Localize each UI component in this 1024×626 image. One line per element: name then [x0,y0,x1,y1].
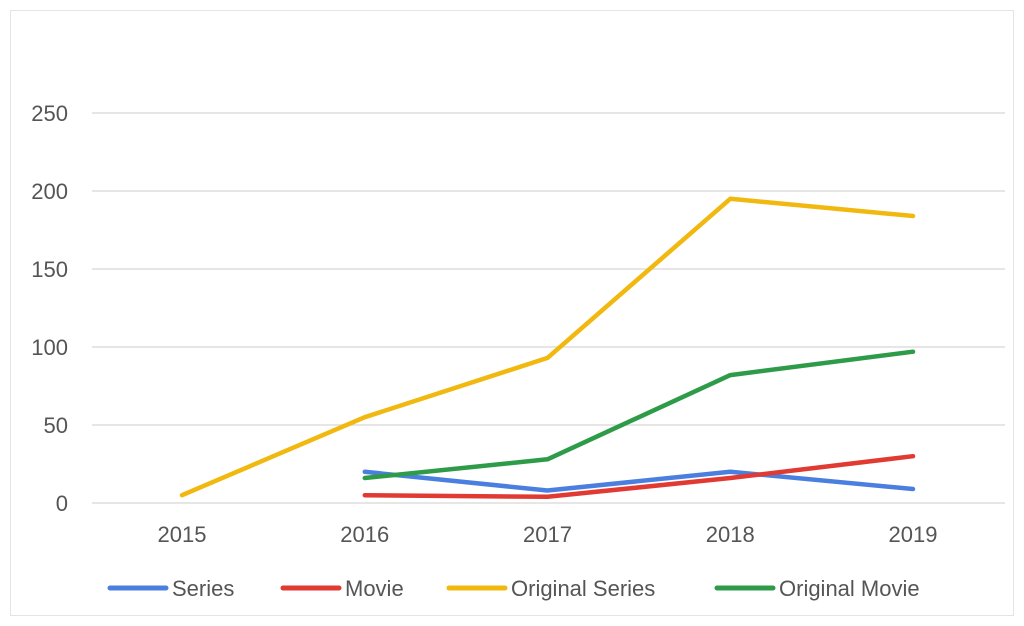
x-tick-label: 2015 [158,522,207,547]
legend-item-original-series: Original Series [446,576,655,601]
y-tick-label: 100 [31,335,68,360]
legend-label: Original Movie [779,576,920,601]
x-tick-label: 2016 [340,522,389,547]
series-line-original-series [179,196,916,498]
y-tick-label: 250 [31,101,68,126]
series-line-series [362,469,916,493]
y-tick-label: 50 [44,413,68,438]
grid-lines [92,112,1005,504]
chart-frame [10,10,1014,616]
x-tick-label: 2019 [889,522,938,547]
x-tick-label: 2017 [523,522,572,547]
legend-label: Series [172,576,234,601]
legend-item-original-movie: Original Movie [714,576,920,601]
legend-label: Original Series [511,576,655,601]
series-line-original-movie [362,349,916,481]
legend-label: Movie [345,576,404,601]
series-lines [179,196,916,500]
series-line-movie [362,453,916,500]
y-axis-ticks: 0 50 100 150 200 250 [31,101,68,516]
y-tick-label: 0 [56,491,68,516]
legend-item-series: Series [107,576,234,601]
y-tick-label: 200 [31,179,68,204]
x-axis-ticks: 2015 2016 2017 2018 2019 [158,522,938,547]
y-tick-label: 150 [31,257,68,282]
x-tick-label: 2018 [706,522,755,547]
legend: Series Movie Original Series Original Movie [107,576,920,601]
legend-item-movie: Movie [280,576,404,601]
